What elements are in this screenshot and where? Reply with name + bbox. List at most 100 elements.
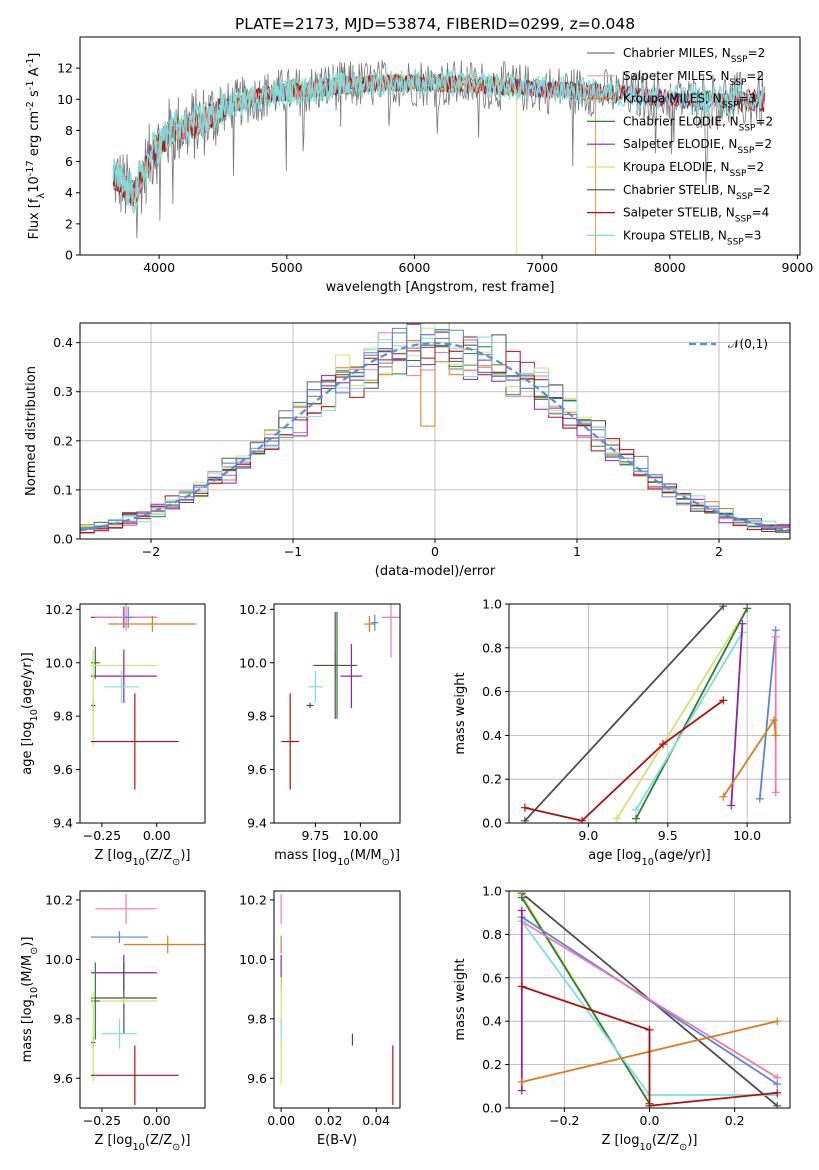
y-tick-label: 6 — [65, 154, 73, 169]
mass-weight-series — [722, 717, 777, 798]
data-marker — [738, 619, 747, 628]
axes-mass-weight-vs-z: −0.2 0.0 0.2 0.0 0.2 0.4 0.6 0.8 1.0 Z [log10(Z/Z… — [453, 884, 791, 1153]
data-marker — [520, 816, 529, 823]
data-marker — [632, 805, 641, 814]
y-tick-label: 10.0 — [239, 952, 267, 967]
axes-frame — [79, 36, 801, 256]
axes-mass-weight-vs-age: 9.0 9.5 10.0 0.0 0.2 0.4 0.6 0.8 1.0 age [log10(a… — [453, 597, 791, 868]
data-marker — [658, 740, 667, 749]
errorbar-point — [90, 649, 157, 703]
errorbar-point — [306, 702, 314, 709]
x-tick-label: −2 — [142, 544, 160, 559]
legend-entry: Kroupa MILES, NSSP=3 — [623, 92, 756, 111]
y-tick-label: 8 — [65, 123, 73, 138]
data-marker — [771, 788, 780, 797]
x-tick-label: 0 — [431, 544, 439, 559]
data-marker — [612, 814, 621, 823]
y-tick-label: 4 — [65, 185, 73, 200]
data-marker — [719, 792, 728, 801]
x-tick-label: 6000 — [399, 260, 431, 275]
y-tick-label: 9.4 — [53, 816, 73, 831]
y-tick-label: 0.2 — [482, 1057, 502, 1072]
spectrum-legend: Chabrier MILES, NSSP=2 Salpeter MILES, NS… — [587, 46, 773, 247]
axes-frame — [508, 603, 791, 824]
y-tick-label: 0.1 — [53, 482, 73, 497]
axes-age-vs-mass: 9.75 10.00 9.4 9.6 9.8 10.0 10.2 mass [log10(M/… — [239, 602, 401, 868]
plot-area — [517, 891, 782, 1108]
x-axis-label: Z [log10(Z/Z⊙)] — [602, 1133, 698, 1153]
y-tick-label: 0.6 — [482, 684, 502, 699]
mass-weight-series — [758, 630, 777, 799]
y-tick-label: 9.6 — [53, 1071, 73, 1086]
errorbar-point — [90, 962, 100, 1040]
plot-area — [280, 893, 394, 1106]
y-tick-label: 9.8 — [53, 709, 73, 724]
legend-entry: Salpeter ELODIE, NSSP=2 — [623, 137, 772, 156]
x-tick-label: −0.25 — [83, 828, 121, 843]
axes-frame — [273, 603, 401, 824]
axes-mass-vs-ebv: 0.00 0.02 0.04 9.6 9.8 10.0 10.2 E(B-V) — [239, 890, 401, 1148]
legend-entry: Chabrier STELIB, NSSP=2 — [623, 183, 771, 202]
y-tick-label: 9.4 — [247, 816, 267, 831]
y-axis-label: Normed distribution — [24, 366, 39, 496]
data-marker — [578, 816, 587, 823]
errorbar-point — [101, 1018, 138, 1049]
x-tick-label: 1 — [573, 544, 581, 559]
legend-entry: Salpeter MILES, NSSP=2 — [623, 69, 764, 88]
mass-weight-series — [616, 607, 748, 820]
y-tick-label: 9.6 — [53, 762, 73, 777]
x-tick-label: 8000 — [654, 260, 686, 275]
x-tick-label: 0.0 — [640, 1113, 660, 1128]
data-marker — [743, 604, 752, 613]
data-marker — [520, 803, 529, 812]
y-tick-label: 1.0 — [482, 884, 502, 899]
y-tick-label: 12 — [57, 61, 73, 76]
x-tick-label: 2 — [715, 544, 723, 559]
y-tick-label: 0.2 — [482, 772, 502, 787]
x-tick-label: 9.0 — [578, 828, 598, 843]
legend-entry: Kroupa STELIB, NSSP=3 — [623, 228, 761, 247]
plot-area — [112, 60, 765, 255]
mass-weight-series — [524, 699, 724, 822]
data-marker — [517, 1077, 526, 1086]
y-tick-label: 0.4 — [482, 728, 502, 743]
data-marker — [755, 794, 764, 803]
x-tick-label: 5000 — [271, 260, 303, 275]
x-tick-label: −0.2 — [549, 1113, 579, 1128]
errorbar-point — [308, 670, 323, 703]
plot-area — [281, 604, 400, 790]
data-marker — [632, 814, 641, 823]
y-tick-label: 10 — [57, 92, 73, 107]
spectrum-series-line — [112, 73, 517, 255]
errorbar-point — [92, 649, 95, 746]
data-marker — [719, 696, 728, 705]
plot-area — [80, 323, 790, 534]
mass-weight-series — [524, 605, 724, 822]
errorbar-point — [340, 644, 363, 709]
x-tick-label: 0.00 — [143, 828, 171, 843]
errorbar-point — [90, 998, 157, 1004]
errorbar-point — [108, 616, 197, 633]
axes-spectrum: 4000 5000 6000 7000 8000 9000 0 2 4 6 8 10 12 wavelen… — [25, 36, 813, 295]
errorbar-point — [364, 616, 375, 633]
y-tick-label: 1.0 — [482, 597, 502, 612]
x-tick-label: 0.00 — [267, 1113, 295, 1128]
errorbar-point — [104, 670, 140, 703]
data-marker — [773, 1101, 782, 1108]
plot-area — [520, 604, 780, 823]
x-tick-label: 10.00 — [343, 828, 379, 843]
y-axis-label: age [log10(age/yr)] — [20, 652, 40, 775]
axes-residuals: −2 −1 0 1 2 0.0 0.1 0.2 0.3 0.4 (data-model)/error… — [24, 322, 791, 579]
mass-weight-series — [635, 632, 744, 811]
y-axis-label: mass weight — [453, 958, 468, 1040]
mass-weight-series — [521, 985, 778, 1107]
x-tick-label: 9.5 — [658, 828, 678, 843]
y-tick-label: 9.8 — [53, 1011, 73, 1026]
y-axis-label: Flux [fλ10-17 erg cm-2 s-1 A-1] — [25, 53, 47, 240]
data-marker — [727, 801, 736, 810]
errorbar-point — [123, 606, 133, 629]
y-tick-label: 10.0 — [45, 952, 73, 967]
data-marker — [517, 982, 526, 991]
y-tick-label: 10.2 — [239, 892, 267, 907]
